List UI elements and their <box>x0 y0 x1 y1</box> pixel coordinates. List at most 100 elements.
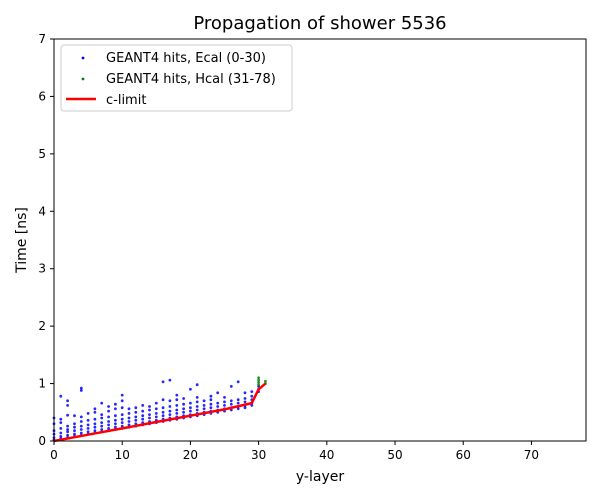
legend-box <box>60 44 293 112</box>
scatter-point-s0-18 <box>66 413 69 417</box>
scatter-point-s0-155 <box>209 402 213 406</box>
scatter-point-s0-118 <box>168 405 172 408</box>
scatter-point-s0-67 <box>114 407 117 411</box>
scatter-point-s0-39 <box>86 418 90 422</box>
scatter-point-s0-37 <box>86 427 90 430</box>
scatter-point-s0-82 <box>127 407 131 411</box>
scatter-point-s0-146 <box>195 383 199 387</box>
scatter-point-s0-93 <box>141 409 145 413</box>
x-tick-label: 50 <box>387 448 402 462</box>
scatter-point-s0-43 <box>93 425 97 429</box>
scatter-point-s0-56 <box>107 427 110 430</box>
scatter-point-s0-50 <box>100 424 104 428</box>
scatter-point-s0-99 <box>148 408 151 412</box>
scatter-point-s0-110 <box>161 410 165 414</box>
scatter-point-s0-117 <box>168 409 172 413</box>
scatter-point-s0-125 <box>175 404 179 407</box>
y-tick-label: 1 <box>38 377 46 391</box>
scatter-point-s0-144 <box>195 400 199 404</box>
scatter-point-s0-28 <box>79 431 83 435</box>
scatter-point-s0-172 <box>229 385 233 388</box>
legend-hcal-label: GEANT4 hits, Hcal (31-78) <box>106 72 276 87</box>
scatter-point-s0-75 <box>120 399 124 403</box>
scatter-point-s0-106 <box>154 401 158 405</box>
scatter-point-s0-136 <box>189 409 192 413</box>
scatter-point-s0-34 <box>79 386 83 390</box>
scatter-point-s0-23 <box>73 429 76 433</box>
scatter-point-s0-20 <box>66 399 69 403</box>
scatter-point-s0-65 <box>114 418 117 422</box>
scatter-point-s0-12 <box>59 394 63 398</box>
scatter-point-s0-66 <box>114 414 117 418</box>
scatter-point-s0-124 <box>175 408 179 412</box>
scatter-point-s0-175 <box>236 401 240 405</box>
scatter-point-s0-127 <box>175 393 179 397</box>
legend-ecal-label: GEANT4 hits, Ecal (0-30) <box>106 51 266 66</box>
scatter-point-s0-150 <box>202 404 206 407</box>
scatter-point-s0-79 <box>127 420 131 423</box>
scatter-point-s0-170 <box>229 402 233 406</box>
scatter-point-s0-186 <box>250 394 254 398</box>
y-axis: 0 1 2 3 4 5 6 7 <box>38 32 54 448</box>
scatter-point-s1-0 <box>257 383 260 387</box>
scatter-point-s0-182 <box>243 391 247 395</box>
x-tick-label: 40 <box>319 448 334 462</box>
scatter-point-s0-143 <box>195 405 199 408</box>
scatter-point-s0-11 <box>59 417 63 421</box>
legend-hcal-marker <box>81 77 85 81</box>
scatter-point-s0-7 <box>59 435 63 438</box>
scatter-point-s1-3 <box>257 376 260 380</box>
scatter-point-s0-91 <box>141 417 145 421</box>
scatter-point-s1-5 <box>264 379 267 383</box>
y-tick-label: 7 <box>38 32 46 46</box>
scatter-point-s0-71 <box>120 421 124 424</box>
x-tick-label: 60 <box>456 448 471 462</box>
scatter-point-s0-25 <box>73 422 76 426</box>
scatter-point-s0-45 <box>93 417 97 421</box>
scatter-point-s0-59 <box>107 415 110 419</box>
scatter-point-s0-181 <box>243 397 247 400</box>
legend-ecal-marker <box>81 56 85 60</box>
x-axis: 0 10 20 30 40 50 60 70 <box>50 441 539 462</box>
scatter-point-s0-70 <box>120 424 124 428</box>
scatter-point-s0-156 <box>209 398 213 402</box>
x-axis-label: y-layer <box>296 469 344 485</box>
scatter-point-s1-1 <box>257 381 260 384</box>
scatter-point-s0-58 <box>107 420 110 423</box>
scatter-point-s0-145 <box>195 396 199 399</box>
scatter-point-s0-42 <box>93 429 97 433</box>
scatter-point-s0-38 <box>86 423 90 427</box>
scatter-point-s0-47 <box>93 407 97 411</box>
scatter-point-s0-166 <box>223 400 226 404</box>
scatter-point-s0-49 <box>100 428 104 431</box>
scatter-point-s0-131 <box>182 407 186 411</box>
scatter-point-s0-160 <box>216 405 220 408</box>
scatter-point-s0-132 <box>182 402 186 406</box>
scatter-point-s0-94 <box>141 404 145 407</box>
scatter-point-s0-104 <box>154 412 158 415</box>
scatter-point-s0-76 <box>120 393 124 397</box>
scatter-point-s0-33 <box>79 389 83 392</box>
scatter-point-s0-168 <box>229 408 233 412</box>
scatter-point-s0-112 <box>161 398 165 402</box>
scatter-point-s0-126 <box>175 398 179 402</box>
scatter-point-s0-103 <box>154 415 158 419</box>
scatter-point-s0-142 <box>195 408 199 412</box>
y-tick-label: 4 <box>38 204 46 218</box>
scatter-point-s0-171 <box>229 399 233 403</box>
scatter-point-s0-111 <box>161 406 165 410</box>
scatter-point-s0-167 <box>223 396 226 399</box>
y-axis-label: Time [ns] <box>14 207 30 274</box>
scatter-point-s0-138 <box>189 401 192 405</box>
scatter-point-s0-22 <box>73 432 76 436</box>
scatter-point-s0-120 <box>168 378 172 382</box>
scatter-point-s0-151 <box>202 399 206 403</box>
scatter-point-s0-8 <box>59 431 63 435</box>
y-tick-label: 5 <box>38 147 46 161</box>
scatter-point-s0-52 <box>100 416 104 420</box>
scatter-point-s0-119 <box>168 399 172 403</box>
scatter-point-s0-31 <box>79 420 83 423</box>
chart-title: Propagation of shower 5536 <box>193 13 446 34</box>
scatter-point-s0-19 <box>66 404 69 407</box>
legend-climit-label: c-limit <box>106 93 146 108</box>
